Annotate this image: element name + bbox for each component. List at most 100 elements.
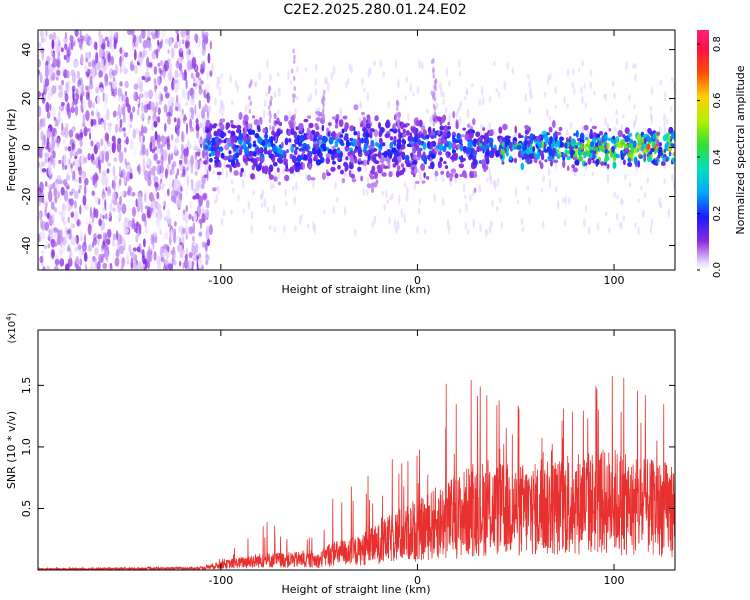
heat-cell — [563, 95, 566, 105]
heat-cell — [248, 150, 254, 157]
heat-cell — [92, 255, 96, 263]
heat-cell — [621, 199, 624, 205]
heat-cell — [399, 170, 405, 175]
heat-cell — [108, 81, 113, 86]
heat-cell — [108, 263, 111, 268]
heat-cell — [236, 124, 242, 130]
heat-cell — [111, 192, 117, 201]
heat-cell — [236, 84, 239, 93]
heat-cell — [134, 65, 138, 74]
heat-cell — [590, 141, 594, 147]
heat-cell — [122, 127, 126, 132]
heat-cell — [222, 103, 225, 112]
heat-cell — [153, 66, 158, 75]
heat-cell — [466, 123, 471, 128]
heat-cell — [258, 162, 262, 171]
heat-cell — [266, 207, 270, 212]
heat-cell — [179, 159, 183, 165]
heat-cell — [103, 119, 106, 131]
heat-cell — [237, 117, 240, 125]
heat-cell — [323, 136, 328, 143]
heat-cell — [38, 145, 41, 157]
heat-cell — [332, 206, 336, 214]
heat-cell — [79, 258, 83, 266]
heat-cell — [46, 265, 50, 270]
heat-cell — [160, 38, 164, 46]
heat-cell — [426, 176, 430, 180]
heat-cell — [211, 137, 215, 143]
heat-cell — [153, 81, 157, 93]
heat-cell — [332, 160, 336, 165]
heat-cell — [101, 253, 105, 258]
heat-cell — [505, 151, 509, 157]
heat-cell — [173, 259, 177, 266]
heat-cell — [43, 83, 48, 95]
heat-cell — [381, 172, 387, 177]
heat-cell — [50, 48, 53, 57]
heat-cell — [528, 107, 531, 115]
heat-cell — [650, 147, 655, 152]
heat-cell — [289, 153, 293, 159]
heat-cell — [366, 177, 370, 185]
heat-cell — [170, 47, 175, 60]
heat-cell — [430, 154, 436, 159]
heat-cell — [224, 144, 230, 151]
heat-cell — [277, 87, 281, 92]
heat-cell — [52, 52, 56, 60]
heat-cell — [587, 157, 592, 165]
heat-cell — [296, 66, 299, 73]
heat-cell — [498, 126, 503, 134]
heat-cell — [362, 87, 366, 93]
heat-cell — [469, 171, 475, 179]
heat-cell — [411, 160, 417, 166]
heat-cell — [195, 181, 200, 191]
spectrogram-marks — [38, 30, 675, 270]
heat-cell — [146, 103, 152, 110]
heat-cell — [204, 36, 208, 45]
heat-cell — [273, 91, 277, 98]
heat-cell — [44, 114, 48, 124]
heat-cell — [126, 30, 132, 36]
heat-cell — [142, 135, 145, 143]
heat-cell — [436, 144, 440, 149]
heat-cell — [205, 199, 210, 209]
heat-cell — [170, 249, 175, 255]
heat-cell — [583, 83, 586, 89]
heat-cell — [121, 93, 124, 102]
heat-cell — [434, 170, 439, 177]
heat-cell — [592, 160, 597, 164]
heat-cell — [417, 139, 422, 146]
heat-cell — [191, 179, 194, 191]
heat-cell — [634, 114, 638, 123]
heat-cell — [373, 129, 379, 137]
heat-cell — [567, 196, 571, 205]
heat-cell — [167, 49, 170, 54]
heat-cell — [400, 208, 404, 219]
heat-cell — [561, 197, 565, 203]
heat-cell — [671, 157, 675, 163]
heat-cell — [94, 257, 98, 269]
heat-cell — [314, 63, 318, 72]
heat-cell — [455, 121, 459, 130]
heat-cell — [548, 115, 552, 121]
heat-cell — [66, 70, 70, 79]
heat-cell — [422, 142, 427, 150]
heat-cell — [128, 203, 132, 216]
heat-cell — [460, 134, 465, 138]
heat-cell — [47, 243, 51, 249]
heat-cell — [566, 68, 570, 77]
heat-cell — [579, 142, 584, 151]
heat-cell — [448, 173, 454, 178]
heat-cell — [331, 154, 335, 161]
heat-cell — [219, 119, 225, 123]
heat-cell — [41, 197, 45, 204]
heat-cell — [528, 197, 531, 205]
heat-cell — [168, 263, 174, 270]
heat-cell — [131, 190, 133, 197]
heat-cell — [188, 252, 193, 259]
heat-cell — [252, 190, 255, 195]
heat-cell — [176, 168, 180, 176]
heat-cell — [308, 151, 313, 155]
heat-cell — [244, 121, 248, 125]
heat-cell — [488, 122, 492, 131]
